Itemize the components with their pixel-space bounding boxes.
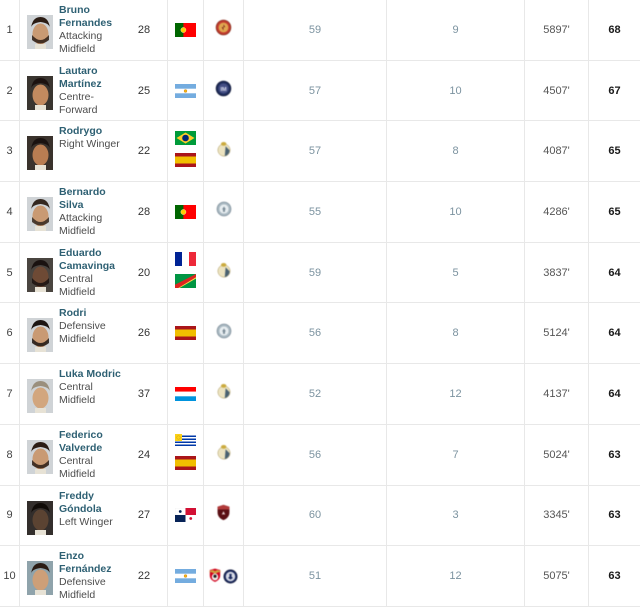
svg-text:IM: IM <box>220 87 227 93</box>
